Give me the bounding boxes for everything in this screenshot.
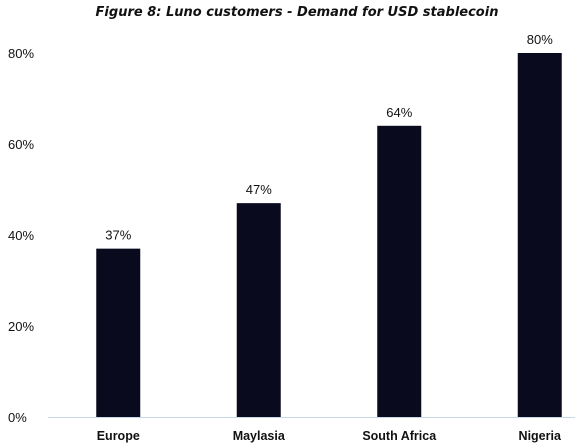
category-label: South Africa bbox=[362, 429, 437, 443]
bar-nigeria bbox=[517, 53, 562, 417]
bar-south-africa bbox=[377, 125, 422, 418]
y-tick-label: 40% bbox=[8, 228, 34, 243]
bars-group bbox=[96, 53, 562, 418]
value-label: 37% bbox=[105, 228, 131, 243]
value-label: 80% bbox=[527, 32, 553, 47]
chart-title: Figure 8: Luno customers - Demand for US… bbox=[96, 5, 499, 20]
y-tick-label: 20% bbox=[8, 319, 34, 334]
bar-europe bbox=[96, 248, 141, 417]
y-tick-label: 80% bbox=[8, 46, 34, 61]
y-tick-label: 60% bbox=[8, 137, 34, 152]
category-label: Nigeria bbox=[519, 429, 562, 443]
category-labels-group: Europe Maylasia South Africa Nigeria bbox=[97, 429, 562, 443]
value-label: 64% bbox=[386, 105, 412, 120]
value-label: 47% bbox=[246, 182, 272, 197]
bar-maylasia bbox=[236, 203, 281, 417]
y-tick-label: 0% bbox=[8, 410, 27, 425]
category-label: Maylasia bbox=[233, 429, 286, 443]
value-labels-group: 37% 47% 64% 80% bbox=[105, 32, 553, 243]
y-axis-ticks: 0% 20% 40% 60% 80% bbox=[8, 46, 34, 425]
category-label: Europe bbox=[97, 429, 140, 443]
